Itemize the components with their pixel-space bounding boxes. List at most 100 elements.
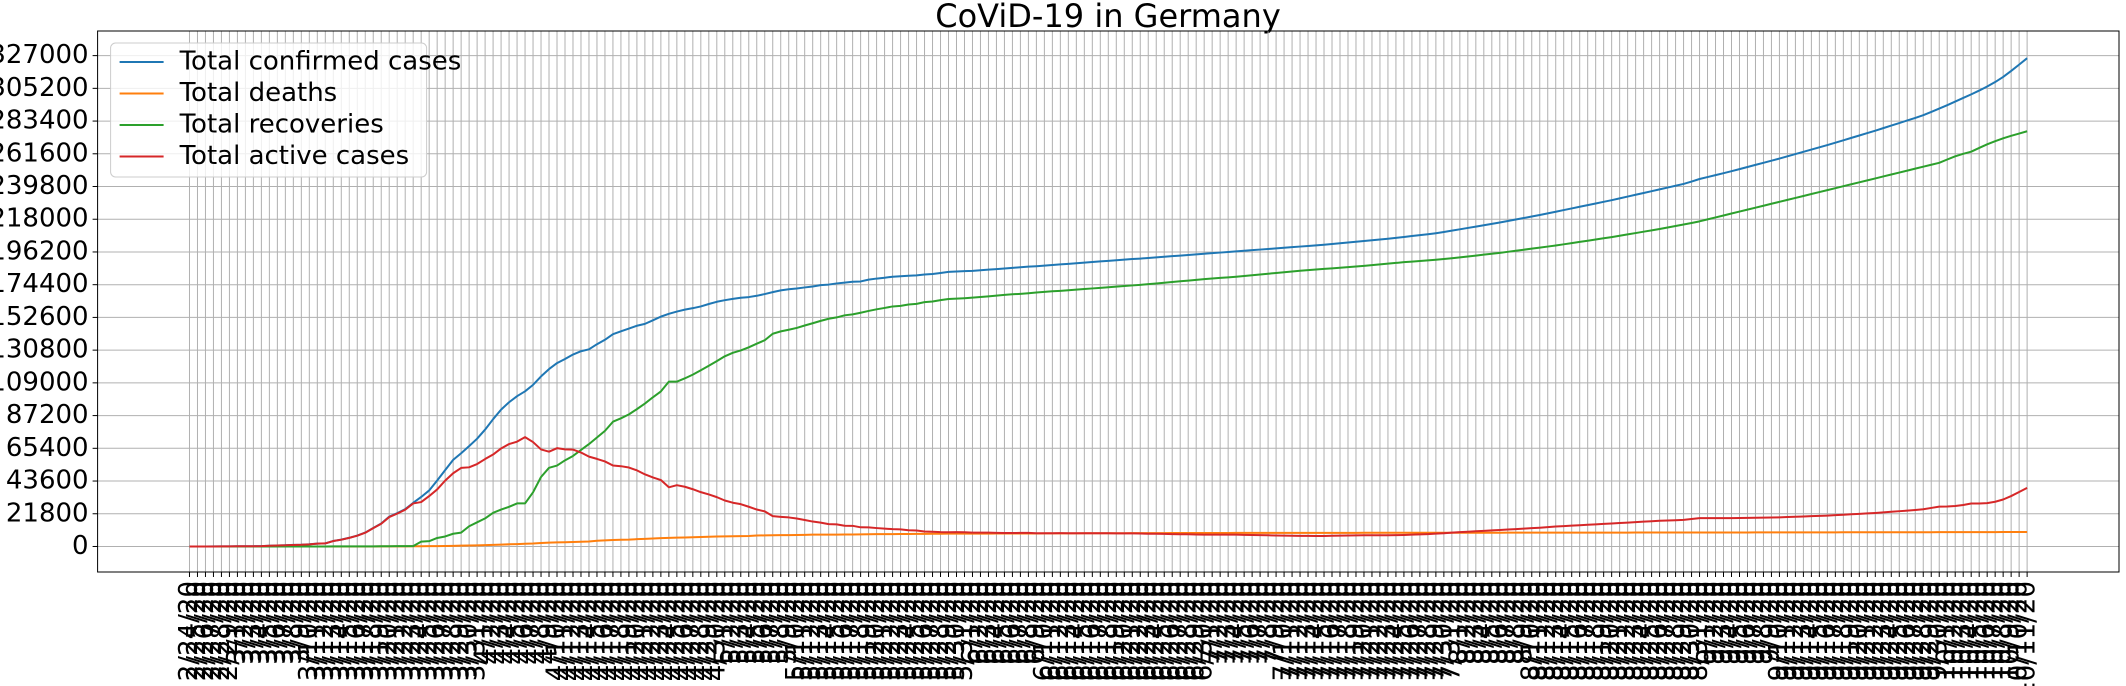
- x-tick-label: 6/8/20: [1013, 581, 1043, 665]
- x-tick-label: 7/19/20: [1340, 581, 1370, 681]
- x-tick-label: 8/21/20: [1604, 581, 1634, 681]
- x-tick-label: 5/14/20: [813, 581, 843, 681]
- x-tick-label: 3/28/20: [438, 581, 468, 681]
- x-tick-label: 7/8/20: [1253, 581, 1283, 665]
- x-tick-label: 4/10/20: [542, 581, 572, 681]
- x-tick-label: 3/1/20: [222, 581, 252, 665]
- x-tick-label: 9/19/20: [1836, 581, 1866, 681]
- x-tick-label: 9/7/20: [1740, 581, 1770, 665]
- x-tick-label: 8/25/20: [1636, 581, 1666, 681]
- x-tick-label: 7/1/20: [1197, 581, 1227, 665]
- x-tick-label: 3/18/20: [358, 581, 388, 681]
- x-tick-label: 4/19/20: [613, 581, 643, 681]
- x-tick-label: 7/27/20: [1404, 581, 1434, 681]
- x-tick-label: 4/11/20: [549, 581, 579, 681]
- x-tick-label: 2/25/20: [182, 581, 212, 681]
- x-tick-label: 8/6/20: [1484, 581, 1514, 665]
- x-tick-label: 4/29/20: [693, 581, 723, 681]
- x-tick-label: 6/12/20: [1045, 581, 1075, 681]
- x-tick-label: 9/13/20: [1788, 581, 1818, 681]
- series-line: [189, 57, 2028, 548]
- x-tick-label: 3/4/20: [246, 581, 276, 665]
- x-tick-label: 7/21/20: [1356, 581, 1386, 681]
- x-tick-label: 6/15/20: [1069, 581, 1099, 681]
- x-tick-label: 7/24/20: [1380, 581, 1410, 681]
- x-tick-label: 6/26/20: [1157, 581, 1187, 681]
- x-tick-label: 9/29/20: [1916, 581, 1946, 681]
- x-tick-label: 9/3/20: [1708, 581, 1738, 665]
- x-tick-label: 8/3/20: [1460, 581, 1490, 665]
- x-tick-label: 6/24/20: [1141, 581, 1171, 681]
- x-tick-label: 3/7/20: [270, 581, 300, 665]
- x-tick-label: 8/16/20: [1564, 581, 1594, 681]
- x-tick-label: 9/11/20: [1772, 581, 1802, 681]
- x-tick-label: 4/3/20: [486, 581, 516, 665]
- x-tick-label: 8/11/20: [1524, 581, 1554, 681]
- x-tick-label: 8/5/20: [1476, 581, 1506, 665]
- x-tick-label: 4/5/20: [502, 581, 532, 665]
- x-tick-label: 7/22/20: [1364, 581, 1394, 681]
- x-tick-label: 8/23/20: [1620, 581, 1650, 681]
- x-tick-label: 4/14/20: [573, 581, 603, 681]
- x-tick-label: 9/24/20: [1876, 581, 1906, 681]
- x-tick-label: 4/4/20: [494, 581, 524, 665]
- x-tick-label: 7/25/20: [1388, 581, 1418, 681]
- x-tick-label: 8/17/20: [1572, 581, 1602, 681]
- x-tick-label: 8/20/20: [1596, 581, 1626, 681]
- x-tick-label: 6/17/20: [1085, 581, 1115, 681]
- x-tick-label: 6/6/20: [997, 581, 1027, 665]
- x-tick-label: 8/7/20: [1492, 581, 1522, 665]
- x-tick-label: 5/2/20: [717, 581, 747, 665]
- x-tick-label: 9/15/20: [1804, 581, 1834, 681]
- x-tick-label: 3/9/20: [286, 581, 316, 665]
- x-tick-label: 3/19/20: [366, 581, 396, 681]
- y-tick-label: 87200: [6, 400, 89, 430]
- x-tick-label: 5/7/20: [757, 581, 787, 665]
- y-tick-label: 239800: [0, 171, 89, 201]
- x-tick-label: 3/12/20: [310, 581, 340, 681]
- x-tick-label: 6/3/20: [973, 581, 1003, 665]
- x-tick-label: 3/31/20: [462, 581, 492, 681]
- x-tick-label: 10/10/20: [2004, 581, 2034, 686]
- x-tick-label: 4/8/20: [526, 581, 556, 665]
- x-tick-label: 8/28/20: [1660, 581, 1690, 681]
- y-tick-label: 65400: [6, 433, 89, 463]
- series-line: [189, 130, 2028, 548]
- x-tick-label: 9/18/20: [1828, 581, 1858, 681]
- y-tick-label: 130800: [0, 335, 89, 365]
- x-tick-label: 5/12/20: [797, 581, 827, 681]
- x-tick-label: 7/13/20: [1293, 581, 1323, 681]
- x-tick-label: 9/17/20: [1820, 581, 1850, 681]
- x-tick-label: 5/20/20: [861, 581, 891, 681]
- x-tick-label: 9/26/20: [1892, 581, 1922, 681]
- x-tick-label: 6/18/20: [1093, 581, 1123, 681]
- x-tick-label: 3/2/20: [230, 581, 260, 665]
- series-line: [189, 436, 2028, 548]
- x-tick-label: 6/1/20: [957, 581, 987, 665]
- x-tick-label: 3/26/20: [422, 581, 452, 681]
- x-tick-label: 9/10/20: [1764, 581, 1794, 681]
- x-tick-label: 3/15/20: [334, 581, 364, 681]
- x-tick-label: 5/8/20: [765, 581, 795, 665]
- x-tick-label: 6/27/20: [1165, 581, 1195, 681]
- x-tick-label: 7/20/20: [1348, 581, 1378, 681]
- x-tick-label: 6/14/20: [1061, 581, 1091, 681]
- x-tick-label: 6/2/20: [965, 581, 995, 665]
- chart-title: CoViD-19 in Germany: [935, 0, 1281, 35]
- x-tick-label: 5/29/20: [933, 581, 963, 681]
- plot-frame: [97, 30, 2120, 573]
- x-tick-label: 5/16/20: [829, 581, 859, 681]
- x-tick-label: 3/8/20: [278, 581, 308, 665]
- y-tick-label: 174400: [0, 269, 89, 299]
- x-tick-label: 7/5/20: [1229, 581, 1259, 665]
- x-tick-label: 3/17/20: [350, 581, 380, 681]
- y-tick-label: 261600: [0, 138, 89, 168]
- x-tick-label: 4/13/20: [565, 581, 595, 681]
- x-tick-label: 4/22/20: [637, 581, 667, 681]
- x-tick-label: 2/24/20: [174, 581, 204, 681]
- x-tick-label: 4/9/20: [534, 581, 564, 665]
- x-tick-label: 7/6/20: [1237, 581, 1267, 665]
- x-tick-label: 10/1/20: [1932, 581, 1962, 681]
- x-tick-label: 5/9/20: [773, 581, 803, 665]
